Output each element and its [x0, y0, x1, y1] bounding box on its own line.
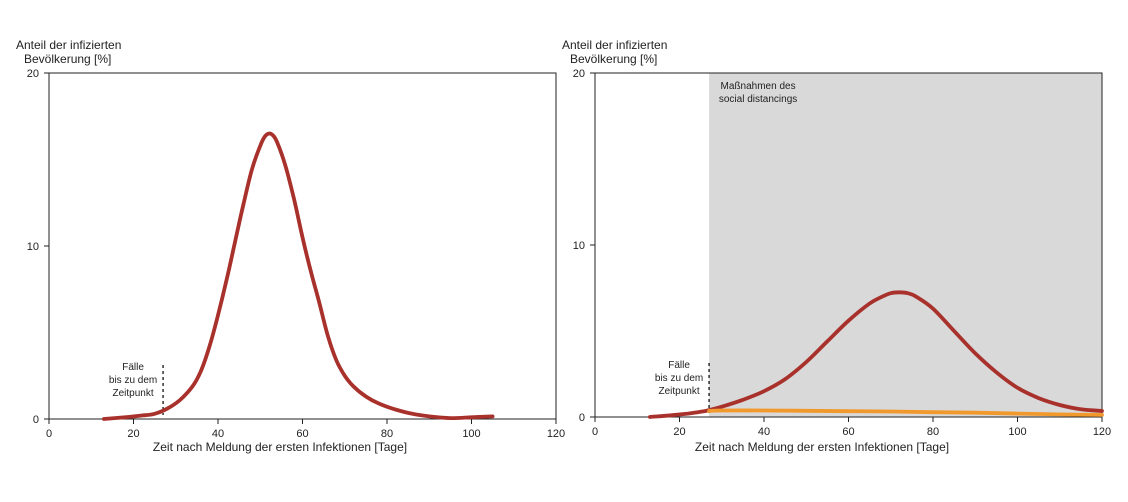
chart-left: Anteil der infizierten Bevölkerung [%] 0… — [16, 38, 565, 454]
plot-area: Maßnahmen des social distancings 0 20 40 60 80… — [573, 68, 1111, 438]
x-tick-label: 40 — [212, 428, 224, 440]
chart-right: Anteil der infizierten Bevölkerung [%] M… — [562, 38, 1111, 454]
x-axis-label: Zeit nach Meldung der ersten Infektionen… — [695, 440, 949, 454]
y-tick-label: 0 — [33, 414, 39, 426]
y-axis-label-line2: Bevölkerung [%] — [24, 52, 111, 66]
series-line-1 — [707, 408, 1104, 417]
annotation-label: Zeitpunkt — [659, 386, 700, 397]
shaded-region-label: social distancings — [719, 94, 797, 105]
x-tick-label: 60 — [842, 426, 854, 438]
x-tick-label: 0 — [46, 428, 52, 440]
y-axis-label-line2: Bevölkerung [%] — [570, 52, 657, 66]
x-tick-label: 60 — [296, 428, 308, 440]
plot-area: 0 20 40 60 80 100 120 0 10 20 Fälle bis zu dem Zeitp… — [27, 68, 565, 440]
annotation-label: Zeitpunkt — [113, 388, 154, 399]
shaded-region-label: Maßnahmen des — [721, 81, 796, 92]
x-tick-label: 120 — [547, 428, 565, 440]
annotation-label: bis zu dem — [655, 373, 703, 384]
x-tick-label: 80 — [927, 426, 939, 438]
annotation-label: Fälle — [122, 362, 144, 373]
y-tick-label: 10 — [27, 241, 39, 253]
x-tick-label: 20 — [673, 426, 685, 438]
series-line-0 — [102, 131, 495, 421]
x-tick-label: 100 — [462, 428, 480, 440]
y-axis-label-line1: Anteil der infizierten — [562, 38, 667, 52]
x-axis-label: Zeit nach Meldung der ersten Infektionen… — [153, 440, 407, 454]
x-tick-label: 120 — [1093, 426, 1111, 438]
y-axis-label-line1: Anteil der infizierten — [16, 38, 121, 52]
y-tick-label: 10 — [573, 240, 585, 252]
shaded-region — [709, 73, 1102, 417]
annotation-label: bis zu dem — [109, 375, 157, 386]
annotation-label: Fälle — [668, 360, 690, 371]
x-tick-label: 40 — [758, 426, 770, 438]
x-tick-label: 20 — [127, 428, 139, 440]
x-tick-label: 0 — [592, 426, 598, 438]
x-tick-label: 100 — [1008, 426, 1026, 438]
y-tick-label: 20 — [27, 68, 39, 80]
y-tick-label: 0 — [579, 412, 585, 424]
x-tick-label: 80 — [381, 428, 393, 440]
y-tick-label: 20 — [573, 68, 585, 80]
